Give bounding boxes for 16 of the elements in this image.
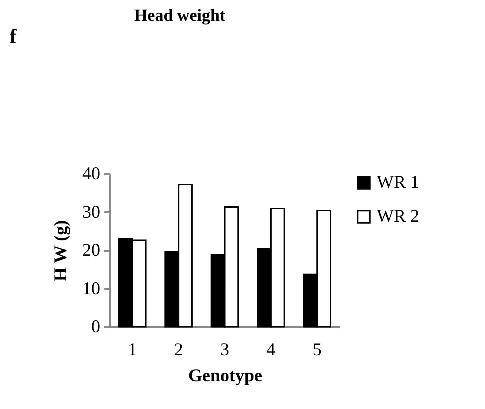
y-tick-label: 30: [82, 202, 100, 222]
x-tick-label: 3: [220, 340, 230, 360]
x-tick-label: 5: [312, 340, 322, 360]
text: f: [10, 26, 17, 49]
y-axis-title: H W (g): [50, 220, 70, 282]
y-tick-label: 10: [82, 278, 100, 298]
x-tick-label: 4: [266, 340, 276, 360]
x-axis-title: Genotype: [188, 366, 263, 386]
x-tick-label: 1: [128, 340, 138, 360]
x-tick-label: 2: [174, 340, 184, 360]
y-tick-label: 0: [92, 316, 100, 336]
y-tick-label: 40: [82, 164, 100, 184]
chart-title: Head weight: [134, 6, 226, 25]
legend-label: WR 2: [377, 206, 420, 226]
legend-label: WR 1: [377, 172, 420, 192]
y-tick-label: 20: [82, 240, 100, 260]
